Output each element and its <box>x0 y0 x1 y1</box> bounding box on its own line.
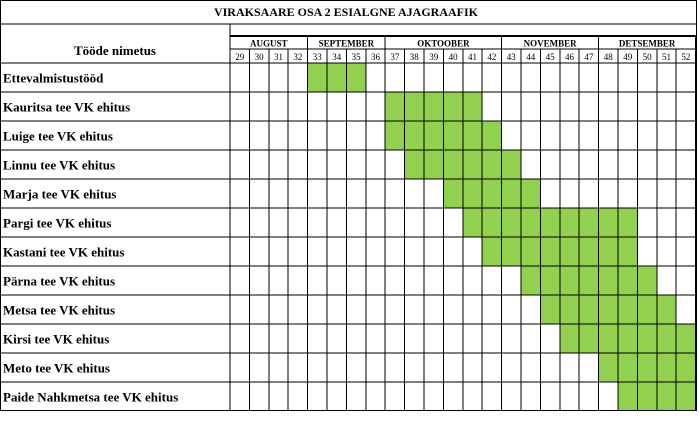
week-label: 37 <box>390 52 400 62</box>
task-label: Paide Nahkmetsa tee VK ehitus <box>3 390 178 405</box>
week-label: 52 <box>681 52 690 62</box>
task-bar <box>462 208 638 237</box>
task-bar <box>559 324 696 353</box>
task-bar <box>443 179 541 208</box>
week-label: 49 <box>623 52 633 62</box>
task-bar <box>598 353 696 382</box>
task-label: Luige tee VK ehitus <box>3 129 113 144</box>
task-bar <box>540 295 677 324</box>
week-label: 47 <box>584 52 594 62</box>
week-label: 31 <box>274 52 283 62</box>
task-label: Marja tee VK ehitus <box>3 187 116 202</box>
week-label: 45 <box>546 52 556 62</box>
task-label: Pärna tee VK ehitus <box>3 274 115 289</box>
week-label: 29 <box>235 52 245 62</box>
month-label: AUGUST <box>250 39 288 49</box>
task-label: Metsa tee VK ehitus <box>3 303 115 318</box>
week-label: 30 <box>255 52 265 62</box>
week-label: 50 <box>643 52 653 62</box>
week-label: 35 <box>352 52 362 62</box>
task-bar <box>307 63 366 92</box>
chart-title: VIRAKSAARE OSA 2 ESIALGNE AJAGRAAFIK <box>214 5 479 19</box>
task-label: Kastani tee VK ehitus <box>3 245 124 260</box>
month-label: NOVEMBER <box>524 39 578 49</box>
week-label: 32 <box>293 52 302 62</box>
task-label: Kauritsa tee VK ehitus <box>3 100 130 115</box>
week-label: 34 <box>332 52 342 62</box>
week-label: 43 <box>507 52 517 62</box>
task-label: Pargi tee VK ehitus <box>3 216 111 231</box>
month-label: SEPTEMBER <box>319 39 375 49</box>
month-label: DETSEMBER <box>619 39 676 49</box>
week-label: 33 <box>313 52 323 62</box>
grid-layer <box>0 0 697 411</box>
month-label: OKTOOBER <box>417 39 470 49</box>
week-label: 39 <box>429 52 439 62</box>
week-label: 38 <box>410 52 420 62</box>
week-label: 48 <box>604 52 614 62</box>
week-label: 41 <box>468 52 477 62</box>
task-label: Meto tee VK ehitus <box>3 361 110 376</box>
task-bar <box>385 92 483 121</box>
week-label: 46 <box>565 52 575 62</box>
task-column-header: Tööde nimetus <box>74 43 156 58</box>
week-label: 51 <box>662 52 671 62</box>
table-frame <box>0 0 697 411</box>
task-label: Ettevalmistustööd <box>3 71 104 86</box>
week-label: 42 <box>487 52 496 62</box>
task-label: Linnu tee VK ehitus <box>3 158 115 173</box>
task-label: Kirsi tee VK ehitus <box>3 332 109 347</box>
label-layer: VIRAKSAARE OSA 2 ESIALGNE AJAGRAAFIK Töö… <box>3 5 690 405</box>
week-label: 44 <box>526 52 536 62</box>
week-label: 36 <box>371 52 381 62</box>
task-bar <box>521 266 657 295</box>
week-label: 40 <box>449 52 459 62</box>
